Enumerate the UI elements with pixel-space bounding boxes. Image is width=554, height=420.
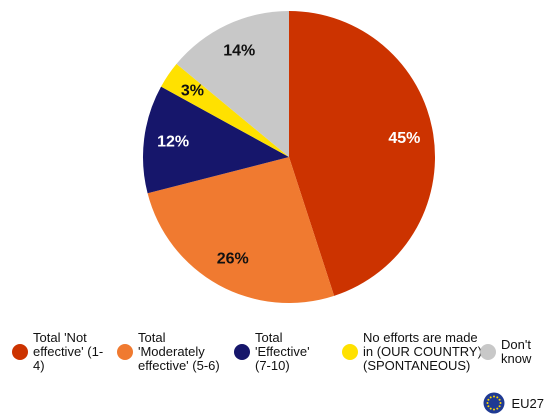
legend: Total 'Not effective' (1-4) Total 'Modera… (0, 312, 554, 392)
legend-item: Total 'Not effective' (1-4) (12, 312, 111, 392)
chart: 45% 26% 12% 3% 14% (142, 11, 435, 303)
legend-swatch (480, 344, 496, 360)
legend-label: Total 'Effective' (7-10) (255, 330, 310, 373)
pie-slice (142, 86, 289, 194)
region-badge: EU27 (483, 392, 544, 414)
legend-item: Total 'Moderately effective' (5-6) (117, 312, 230, 392)
data-label: 12% (157, 134, 189, 151)
data-label: 14% (223, 43, 255, 60)
legend-swatch (342, 344, 358, 360)
legend-label: No efforts are made in (OUR COUNTRY) (SP… (363, 330, 482, 373)
data-label: 3% (181, 83, 204, 100)
legend-swatch (12, 344, 28, 360)
legend-item: Don't know (480, 312, 551, 392)
data-label: 26% (217, 251, 249, 268)
legend-swatch (117, 344, 133, 360)
pie-slice (161, 63, 289, 157)
pie-slice (147, 157, 335, 303)
data-label: 45% (388, 130, 420, 147)
annotation: EU27 (511, 395, 544, 411)
eu-flag (483, 392, 505, 414)
legend-label: Total 'Not effective' (1-4) (33, 330, 104, 373)
pie-slice (289, 11, 435, 296)
legend-swatch (234, 344, 250, 360)
pie-slice (176, 11, 289, 157)
legend-label: Total 'Moderately effective' (5-6) (138, 330, 220, 373)
legend-item: No efforts are made in (OUR COUNTRY) (SP… (342, 312, 491, 392)
legend-item: Total 'Effective' (7-10) (234, 312, 327, 392)
legend-label: Don't know (501, 337, 532, 366)
